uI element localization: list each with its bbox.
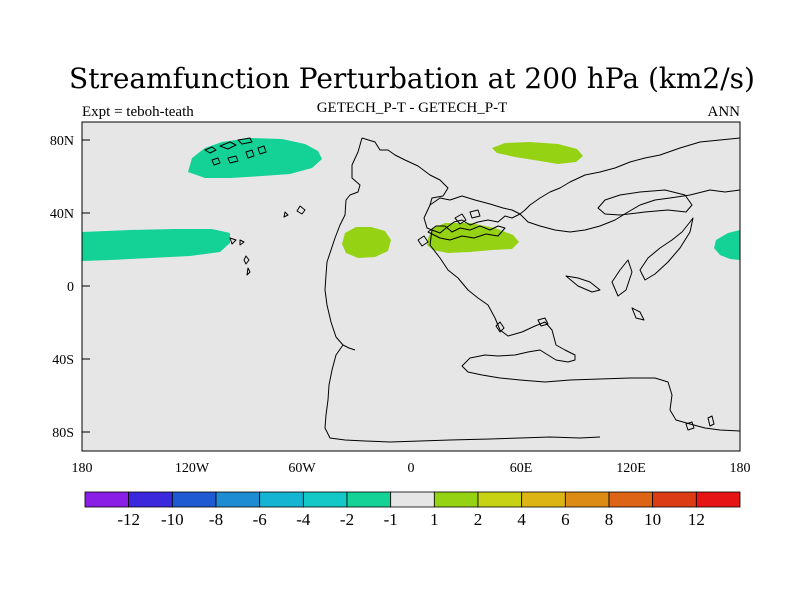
coast-north-america xyxy=(361,137,740,234)
colorbar-swatch xyxy=(302,491,348,508)
colorbar-label: -2 xyxy=(340,510,354,529)
anomaly-east-pacific-edge xyxy=(714,230,740,260)
colorbar-label: 8 xyxy=(605,510,614,529)
colorbar-swatch xyxy=(564,491,610,508)
coast-mediterranean xyxy=(427,225,506,241)
coast-island-east-3 xyxy=(611,259,633,297)
colorbar-swatch xyxy=(128,491,173,508)
colorbar-swatch xyxy=(608,491,654,508)
coast-island-east-2 xyxy=(639,217,694,281)
coast-island-mid-2 xyxy=(537,317,549,327)
coast-west-laurentia xyxy=(324,137,363,351)
colorbar-label: -1 xyxy=(384,510,398,529)
colorbar-swatch xyxy=(477,491,523,508)
lon-tick-label: 180 xyxy=(72,461,93,476)
colorbar-swatch xyxy=(215,491,261,508)
lon-tick-label: 60E xyxy=(510,461,533,476)
lat-tick-label: 40S xyxy=(52,353,74,368)
lat-tick-label: 0 xyxy=(67,280,74,295)
anomaly-tropical-pacific xyxy=(82,229,230,261)
left-string: Expt = teboh-teath xyxy=(82,104,194,120)
colorbar-label: 4 xyxy=(517,510,526,529)
coast-island-east-5 xyxy=(631,307,645,321)
colorbar-swatch xyxy=(84,491,130,508)
anomaly-north-pacific xyxy=(188,138,322,178)
lon-tick-label: 0 xyxy=(408,461,415,476)
colorbar-label: -12 xyxy=(117,510,140,529)
coast-south-america xyxy=(324,344,601,443)
colorbar-swatch xyxy=(390,491,435,508)
colorbar-label: -10 xyxy=(161,510,184,529)
colorbar-swatch xyxy=(652,491,697,508)
colorbar-swatch xyxy=(695,491,741,508)
colorbar-label: -6 xyxy=(253,510,267,529)
lat-axis: 80N 40N 0 40S 80S xyxy=(50,134,90,441)
coast-island-mid-1 xyxy=(495,321,505,333)
coast-asia xyxy=(519,189,740,233)
colorbar-label: 10 xyxy=(644,510,661,529)
coast-island-east-4 xyxy=(565,275,601,293)
lon-axis: 180 120W 60W 0 60E 120E 180 xyxy=(72,461,751,476)
lat-tick-label: 40N xyxy=(50,207,74,222)
colorbar-label: -8 xyxy=(209,510,223,529)
center-string: GETECH_P-T - GETECH_P-T xyxy=(317,100,508,116)
lon-tick-label: 180 xyxy=(730,461,751,476)
colorbar: -12 -10 -8 -6 -4 -2 -1 1 2 4 6 8 10 12 xyxy=(84,491,741,529)
lat-tick-label: 80S xyxy=(52,426,74,441)
colorbar-label: 1 xyxy=(430,510,439,529)
coast-south-islands xyxy=(685,415,715,431)
anomaly-atlantic xyxy=(342,227,391,258)
colorbar-label: 2 xyxy=(474,510,483,529)
coast-europe-islands xyxy=(417,209,481,247)
lon-tick-label: 120W xyxy=(175,461,210,476)
colorbar-label: 12 xyxy=(688,510,705,529)
coastlines xyxy=(204,137,740,443)
right-string: ANN xyxy=(708,104,741,120)
colorbar-swatch xyxy=(521,491,566,508)
colorbar-label: -4 xyxy=(296,510,311,529)
colorbar-swatch xyxy=(346,491,392,508)
map-panel xyxy=(81,121,741,452)
anomaly-siberia xyxy=(492,142,583,164)
coast-arctic-islands xyxy=(204,137,267,166)
map-background xyxy=(82,122,740,451)
colorbar-swatch xyxy=(171,491,217,508)
lon-tick-label: 60W xyxy=(288,461,316,476)
lat-tick-label: 80N xyxy=(50,134,74,149)
coast-island-east-1 xyxy=(597,189,693,216)
colorbar-swatch xyxy=(433,491,479,508)
plot-title: Streamfunction Perturbation at 200 hPa (… xyxy=(69,62,755,95)
coast-island-west xyxy=(229,205,306,276)
colorbar-label: 6 xyxy=(561,510,570,529)
coast-africa xyxy=(429,229,740,432)
coast-europe xyxy=(429,195,521,215)
lon-tick-label: 120E xyxy=(616,461,646,476)
colorbar-swatch xyxy=(259,491,304,508)
